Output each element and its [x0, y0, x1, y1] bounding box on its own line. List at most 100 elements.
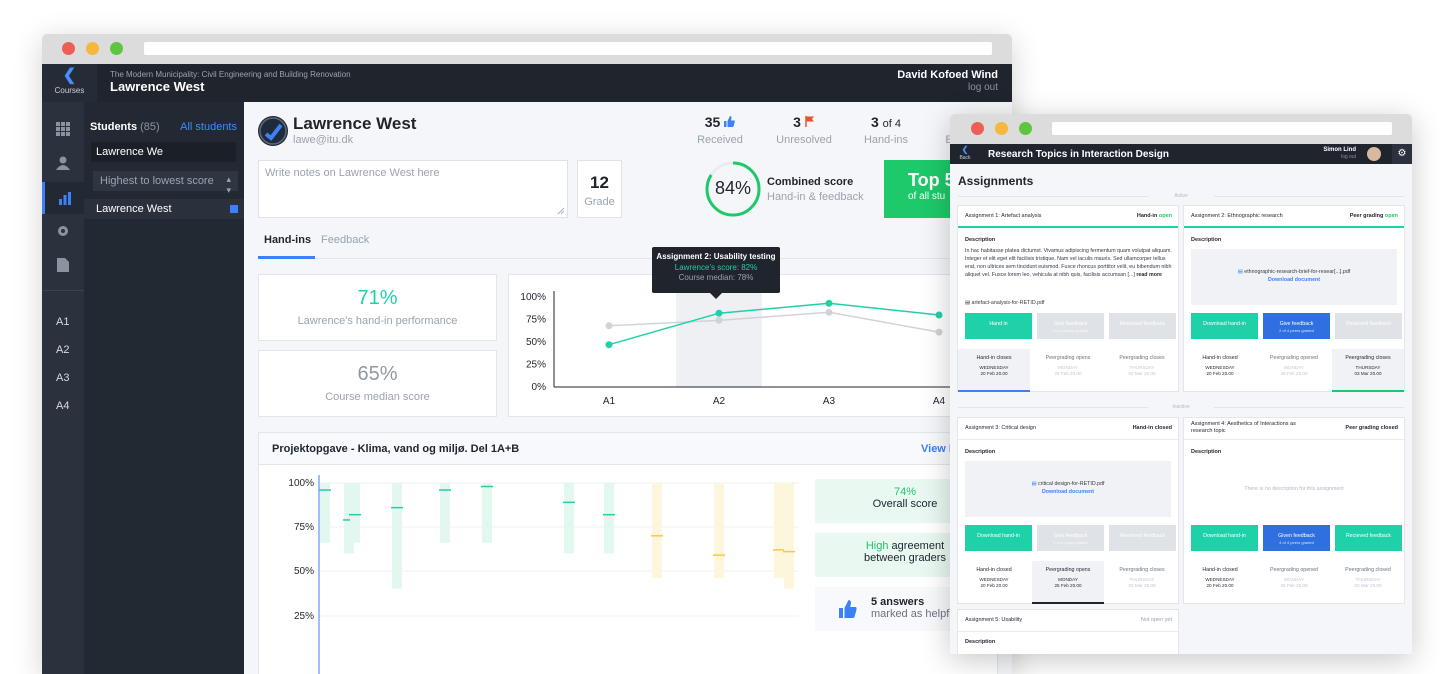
address-bar[interactable] [1052, 122, 1392, 135]
address-bar[interactable] [144, 42, 992, 55]
phase-day: WEDNESDAY [979, 577, 1009, 582]
read-more-link[interactable]: read more [1136, 272, 1162, 278]
grade-box[interactable]: 12 Grade [577, 160, 622, 218]
student-list-item[interactable]: Lawrence West [84, 199, 244, 219]
students-count: (85) [140, 121, 160, 133]
page-title: Lawrence West [110, 79, 205, 94]
course-name: The Modern Municipality: Civil Engineeri… [110, 70, 351, 79]
action-button[interactable]: Given feedback 4 of 4 peers graded [1263, 525, 1330, 551]
maximize-window-icon[interactable] [1019, 122, 1032, 135]
gear-icon[interactable] [42, 216, 84, 246]
description-label: Description [1191, 449, 1222, 455]
description-label: Description [965, 639, 996, 645]
handin-performance-label: Lawrence's hand-in performance [297, 315, 458, 327]
back-to-courses-button[interactable]: ❮ Courses [42, 64, 97, 102]
tab-hand-ins[interactable]: Hand-ins [264, 234, 312, 246]
action-button[interactable]: Received feedback [1335, 313, 1402, 339]
statistics-icon[interactable] [42, 182, 84, 214]
student-search-input[interactable] [91, 142, 236, 162]
icon-rail: A1 A2 A3 A4 [42, 102, 84, 674]
assignment-card[interactable]: Assignment 1: Artefact analysis Hand-in o… [957, 205, 1179, 392]
main-browser-window: ❮ Courses The Modern Municipality: Civil… [42, 34, 1012, 674]
close-window-icon[interactable] [62, 42, 75, 55]
phase-column: Peergrading closes THURSDAY 03 Mar 20.00 [1332, 349, 1404, 392]
phase-title: Hand-in closes [976, 355, 1012, 361]
assignment-card[interactable]: Assignment 2: Ethnographic research Peer … [1183, 205, 1405, 392]
flag-icon [805, 116, 814, 127]
back-button[interactable]: ❮ Back [954, 145, 976, 161]
browser-chrome [950, 114, 1412, 144]
chevron-updown-icon: ▴ ▾ [226, 174, 231, 195]
action-button[interactable]: Received feedback [1109, 525, 1176, 551]
document-box[interactable]: ▤ critical design-for-RETID.pdf Download … [965, 461, 1171, 517]
phase-day: THURSDAY [1355, 577, 1381, 582]
checkbox-icon[interactable] [230, 205, 238, 213]
assignment-card[interactable]: Assignment 4: Aesthetics of Interactions… [1183, 417, 1405, 604]
button-label: Received feedback [1119, 321, 1166, 327]
assignment-name: Assignment 3: Critical design [965, 425, 1036, 431]
data-point [935, 311, 943, 319]
grader-range-bar [392, 483, 402, 589]
minimize-window-icon[interactable] [86, 42, 99, 55]
chevron-left-icon: ❮ [961, 145, 969, 154]
gear-icon[interactable]: ⚙ [1392, 144, 1412, 164]
close-window-icon[interactable] [971, 122, 984, 135]
phase-day: WEDNESDAY [1205, 577, 1235, 582]
phase-column: Hand-in closed WEDNESDAY 20 Feb 20.00 [1184, 561, 1256, 604]
dashboard-icon[interactable] [42, 114, 84, 144]
document-box[interactable]: ▤ ethnographic-research-brief-for-resear… [1191, 249, 1397, 305]
tab-feedback[interactable]: Feedback [321, 234, 370, 246]
data-point [605, 341, 613, 349]
action-button[interactable]: Give feedback 0 of 4 peers graded [1037, 525, 1104, 551]
minimize-window-icon[interactable] [995, 122, 1008, 135]
resize-handle-icon[interactable] [557, 207, 565, 215]
phase-column: Peergrading closes THURSDAY 03 Mar 20.00 [1106, 349, 1178, 392]
user-icon[interactable] [42, 148, 84, 178]
sort-select[interactable]: Highest to lowest score ▴ ▾ [93, 171, 238, 195]
assignment-card[interactable]: Assignment 3: Critical design Hand-in clo… [957, 417, 1179, 604]
rail-assignment-a4[interactable]: A4 [56, 400, 70, 412]
phase-column: Peergrading opened MONDAY 25 Feb 20.00 [1258, 561, 1330, 604]
download-document-link[interactable]: Download document [1267, 277, 1321, 283]
phase-date: 20 Feb 20.00 [1206, 583, 1234, 588]
back-label: Courses [54, 86, 85, 95]
grader-range-bar [344, 483, 354, 554]
maximize-window-icon[interactable] [110, 42, 123, 55]
assignment-card[interactable]: Assignment 5: Usability Not open yet Desc… [957, 609, 1179, 654]
rail-assignment-a3[interactable]: A3 [56, 372, 70, 384]
combined-score-value: 84% [714, 178, 752, 198]
chevron-left-icon: ❮ [62, 67, 77, 84]
rail-assignment-a2[interactable]: A2 [56, 344, 70, 356]
attachment-link[interactable]: ▤ artefact-analysis-for-RETID.pdf [965, 300, 1045, 306]
logout-link[interactable]: log out [1340, 154, 1356, 160]
logout-link[interactable]: log out [967, 82, 998, 93]
project-title: Projektopgave - Klima, vand og miljø. De… [272, 443, 520, 455]
rail-assignment-a1[interactable]: A1 [56, 316, 70, 328]
phase-indicator [1032, 602, 1104, 604]
button-label: Give feedback [1053, 533, 1088, 539]
action-button[interactable]: Recieved feedback [1335, 525, 1402, 551]
line-chart-card: 100% 75% 50% 25% 0% A1 A2 A3 A4 [508, 274, 978, 417]
project-header: Projektopgave - Klima, vand og miljø. De… [259, 433, 997, 465]
notes-textarea[interactable]: Write notes on Lawrence West here [258, 160, 568, 218]
data-point [825, 299, 833, 307]
document-icon[interactable] [42, 250, 84, 280]
y-tick-label: 50% [526, 337, 546, 348]
action-button[interactable]: Received feedback [1109, 313, 1176, 339]
page-title: Research Topics in Interaction Design [988, 149, 1169, 160]
action-button[interactable]: Hand in [965, 313, 1032, 339]
phase-date: 25 Feb 20.00 [1054, 583, 1082, 588]
phase-title: Peergrading closed [1345, 567, 1391, 573]
action-button[interactable]: Download hand-in [965, 525, 1032, 551]
action-button[interactable]: Give feedback 2 of 4 peers graded [1263, 313, 1330, 339]
action-button[interactable]: Download hand-in [1191, 525, 1258, 551]
view-link[interactable]: View I [921, 443, 952, 455]
project-card: Projektopgave - Klima, vand og miljø. De… [258, 432, 998, 674]
description-label: Description [1191, 237, 1222, 243]
avatar[interactable] [1367, 147, 1381, 161]
action-button[interactable]: Give feedback 0 of 4 peers graded [1037, 313, 1104, 339]
user-name: Simon Lind [1323, 147, 1356, 153]
all-students-link[interactable]: All students [180, 121, 237, 133]
action-button[interactable]: Download hand-in [1191, 313, 1258, 339]
download-document-link[interactable]: Download document [1041, 489, 1095, 495]
